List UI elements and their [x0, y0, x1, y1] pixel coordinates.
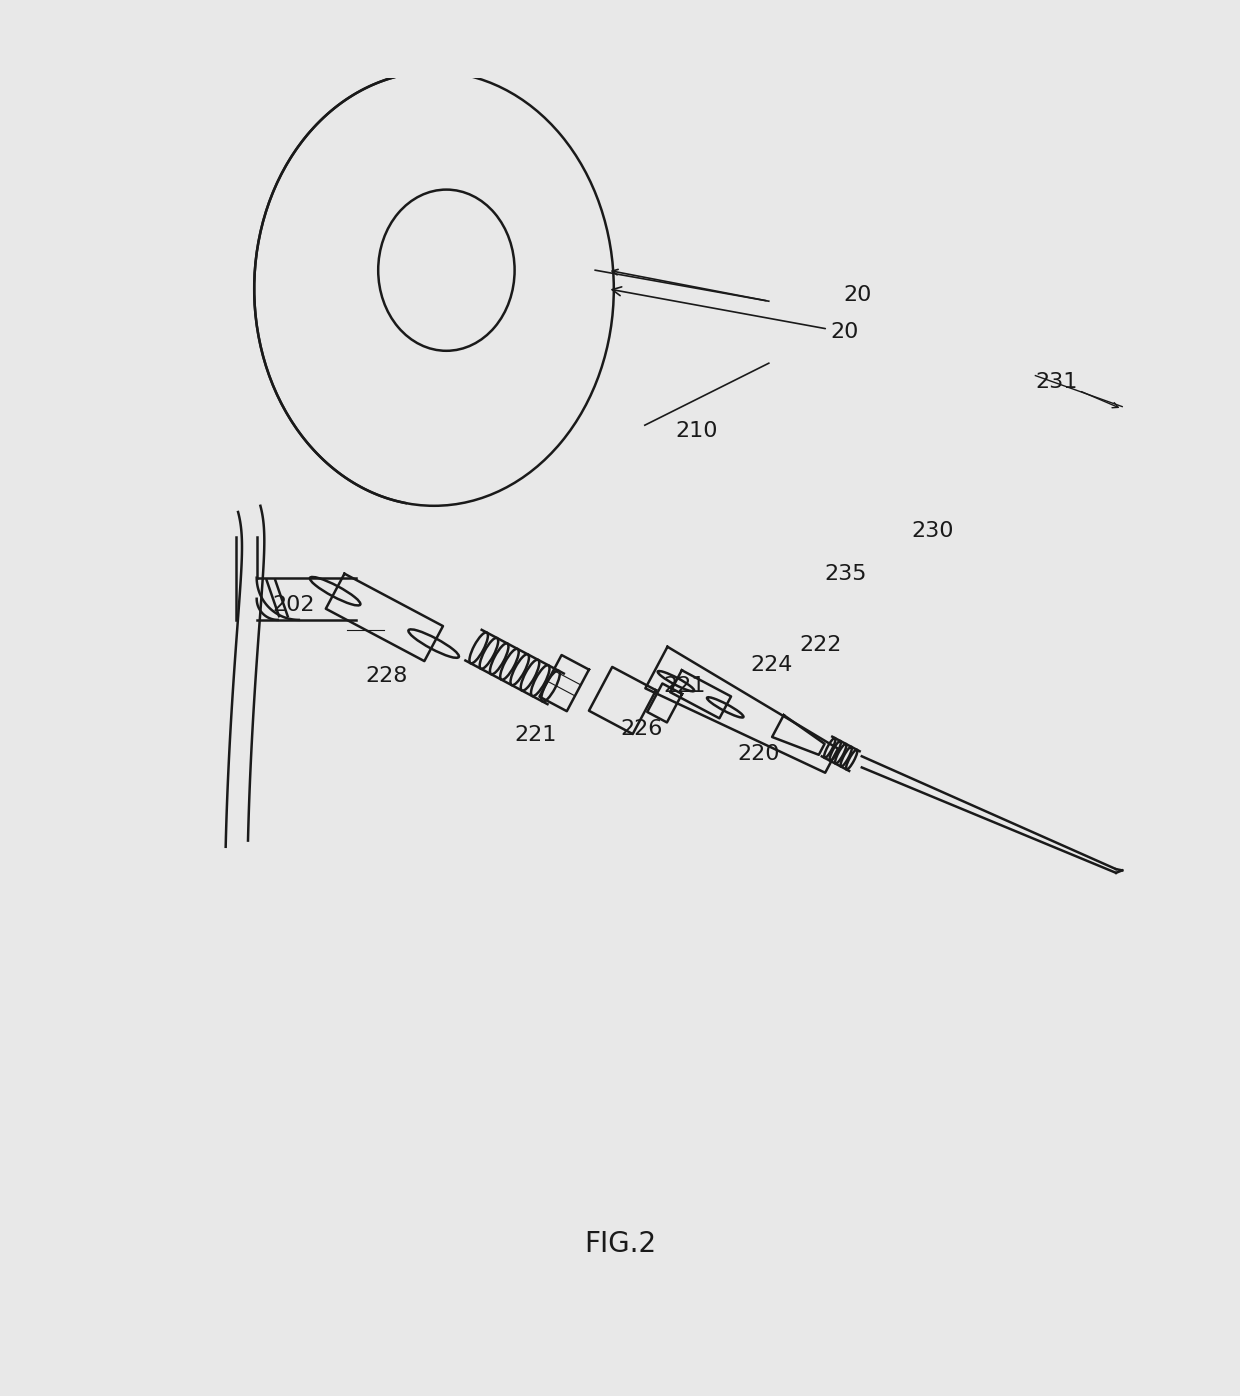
Text: 226: 226 — [620, 719, 662, 738]
Ellipse shape — [531, 664, 549, 697]
Text: 224: 224 — [750, 655, 792, 674]
Ellipse shape — [846, 750, 857, 769]
Ellipse shape — [830, 741, 841, 761]
Ellipse shape — [542, 670, 559, 702]
Ellipse shape — [490, 644, 508, 674]
Text: 221: 221 — [663, 676, 706, 695]
Text: 221: 221 — [515, 725, 557, 745]
Text: 230: 230 — [911, 521, 954, 540]
Ellipse shape — [511, 655, 529, 685]
Text: 20: 20 — [843, 285, 872, 304]
Ellipse shape — [835, 744, 847, 764]
Text: 210: 210 — [676, 422, 718, 441]
Text: 235: 235 — [825, 564, 867, 584]
Ellipse shape — [500, 649, 518, 680]
Text: 202: 202 — [273, 595, 315, 616]
Ellipse shape — [841, 747, 852, 766]
Ellipse shape — [470, 632, 487, 663]
Text: 222: 222 — [800, 635, 842, 655]
Text: 220: 220 — [738, 744, 780, 764]
Ellipse shape — [825, 738, 836, 758]
Text: 20: 20 — [613, 286, 859, 342]
Ellipse shape — [480, 638, 498, 669]
Ellipse shape — [521, 660, 539, 691]
Text: FIG.2: FIG.2 — [584, 1230, 656, 1258]
Text: 228: 228 — [366, 666, 408, 685]
Text: 231: 231 — [1035, 371, 1078, 392]
